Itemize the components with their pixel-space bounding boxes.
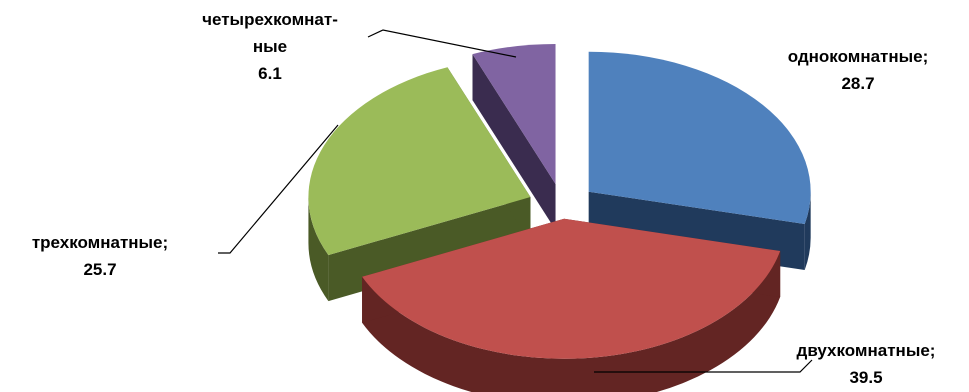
pie-wall-трехкомнатные: [308, 197, 329, 302]
data-label-двухкомнатные-line-0: двухкомнатные;: [797, 341, 936, 360]
pie-slice-однокомнатные: [588, 51, 811, 224]
data-label-трехкомнатные-line-1: 25.7: [83, 260, 116, 279]
data-label-однокомнатные-line-1: 28.7: [841, 74, 874, 93]
pie-cut-четырехкомнатные-0: [472, 54, 556, 230]
data-label-четырехкомнатные-line-0: четырехкомнат-: [202, 10, 338, 29]
pie-slice-двухкомнатные: [362, 218, 781, 359]
leader-line-двухкомнатные: [594, 359, 813, 373]
pie-slice-четырехкомнатные: [472, 43, 556, 184]
leader-line-четырехкомнатные: [367, 29, 517, 58]
data-label-четырехкомнатные-line-1: ные: [253, 37, 287, 56]
data-label-однокомнатные-line-0: однокомнатные;: [788, 47, 929, 66]
data-label-четырехкомнатные-line-2: 6.1: [258, 64, 282, 83]
data-label-двухкомнатные-line-1: 39.5: [849, 368, 882, 387]
pie-slice-трехкомнатные: [308, 67, 531, 256]
data-label-трехкомнатные-line-0: трехкомнатные;: [32, 233, 168, 252]
pie-wall-однокомнатные: [804, 191, 811, 270]
leader-line-трехкомнатные: [218, 124, 339, 254]
pie-wall-двухкомнатные: [362, 251, 781, 392]
